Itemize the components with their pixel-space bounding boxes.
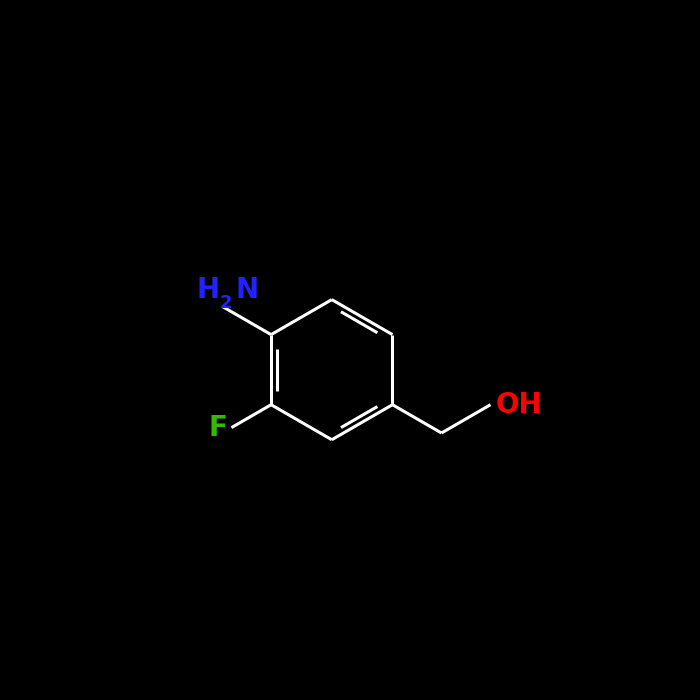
Text: H: H — [196, 276, 219, 304]
Text: F: F — [209, 414, 227, 442]
Text: N: N — [236, 276, 259, 304]
Text: OH: OH — [496, 391, 542, 419]
Text: 2: 2 — [219, 294, 232, 312]
